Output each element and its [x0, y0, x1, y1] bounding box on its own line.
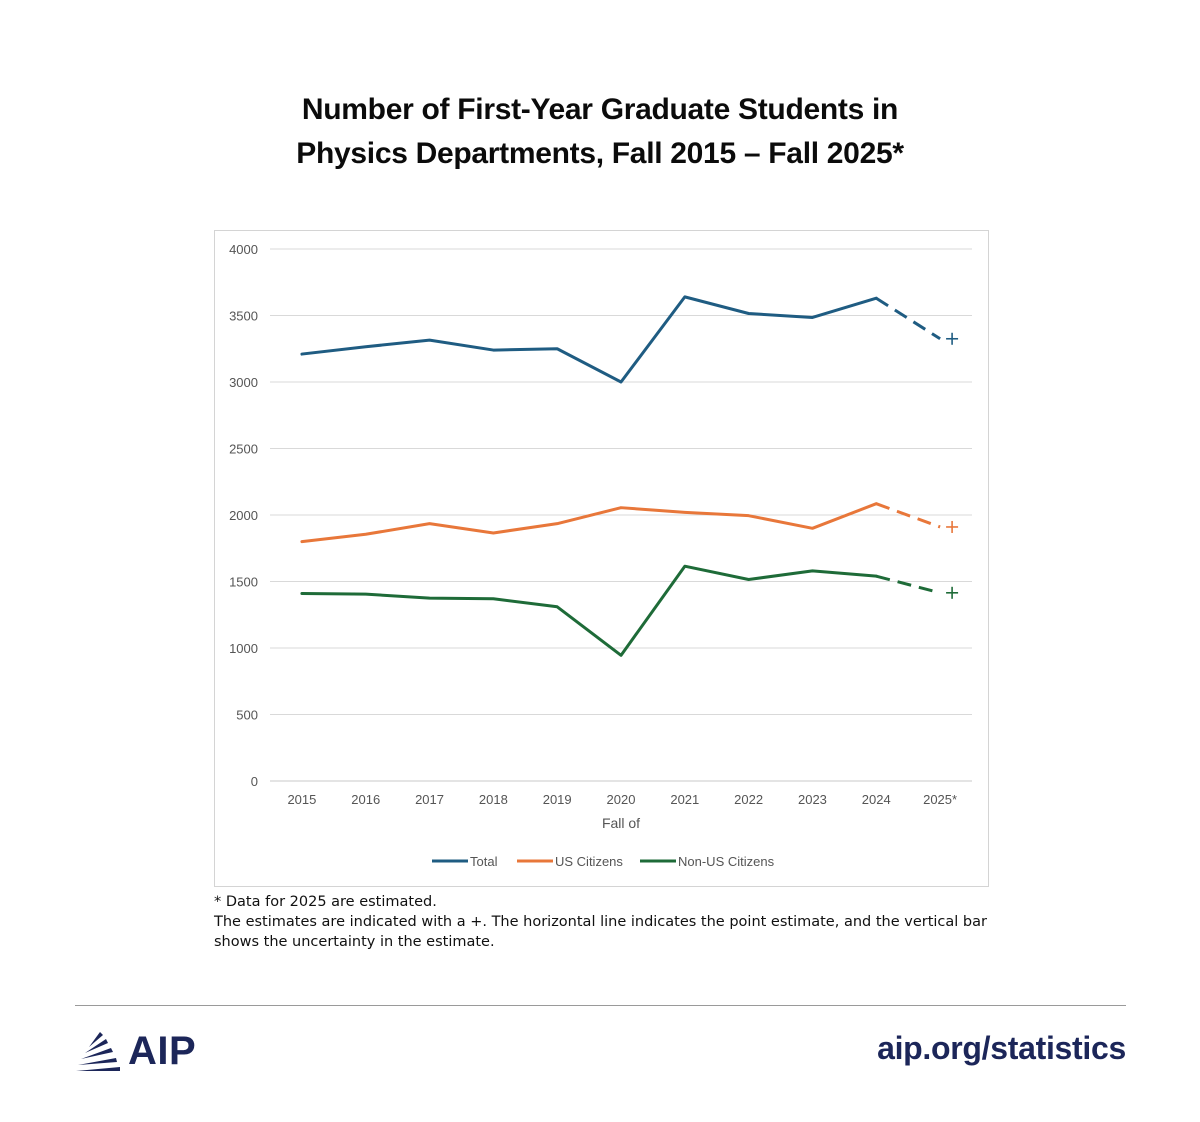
chart-title-line-1: Number of First-Year Graduate Students i… — [301, 93, 899, 126]
aip-logo-icon — [76, 1032, 120, 1071]
x-tick-label: 2023 — [798, 792, 827, 807]
x-tick-label: 2024 — [862, 792, 891, 807]
x-tick-label: 2016 — [351, 792, 380, 807]
y-tick-label: 3500 — [229, 309, 258, 324]
series-line — [300, 295, 878, 384]
note-explanation-1: The estimates are indicated with a +. Th… — [214, 914, 987, 930]
statistics-url[interactable]: aip.org/statistics — [877, 1030, 1126, 1066]
x-tick-label: 2020 — [607, 792, 636, 807]
x-tick-label: 2019 — [543, 792, 572, 807]
note-explanation-2: shows the uncertainty in the estimate. — [214, 934, 495, 950]
y-tick-label: 3000 — [229, 375, 258, 390]
chart-area: 0 500 1000 1500 2000 2500 3000 3500 4000 2015 2016… — [214, 230, 989, 887]
legend-label: Total — [470, 854, 498, 869]
x-tick-label: 2025* — [923, 792, 957, 807]
chart-notes: * Data for 2025 are estimated. The estim… — [214, 892, 1014, 952]
x-tick-label: 2018 — [479, 792, 508, 807]
chart-title: Number of First-Year Graduate Students i… — [0, 88, 1200, 176]
aip-logo: AIP — [76, 1028, 196, 1074]
line-chart: 0 500 1000 1500 2000 2500 3000 3500 4000 2015 2016… — [229, 242, 972, 869]
x-axis-title: Fall of — [602, 815, 640, 831]
y-tick-label: 1500 — [229, 575, 258, 590]
series-estimate-line — [875, 296, 941, 341]
series-estimate-line — [875, 574, 941, 595]
y-tick-label: 1000 — [229, 641, 258, 656]
x-tick-label: 2021 — [670, 792, 699, 807]
y-tick-label: 4000 — [229, 242, 258, 257]
series-estimate-line — [875, 502, 941, 529]
note-estimated: * Data for 2025 are estimated. — [214, 894, 437, 910]
x-tick-label: 2017 — [415, 792, 444, 807]
x-tick-label: 2022 — [734, 792, 763, 807]
series-line — [300, 564, 878, 657]
legend-label: US Citizens — [555, 854, 623, 869]
y-tick-label: 2000 — [229, 508, 258, 523]
series-line — [300, 502, 878, 544]
y-tick-label: 2500 — [229, 442, 258, 457]
aip-logo-text: AIP — [128, 1028, 197, 1073]
legend-label: Non-US Citizens — [678, 854, 775, 869]
y-tick-label: 0 — [251, 774, 258, 789]
footer-divider — [75, 1005, 1126, 1006]
x-tick-label: 2015 — [287, 792, 316, 807]
y-tick-label: 500 — [236, 708, 258, 723]
chart-title-line-2: Physics Departments, Fall 2015 – Fall 20… — [296, 137, 904, 170]
